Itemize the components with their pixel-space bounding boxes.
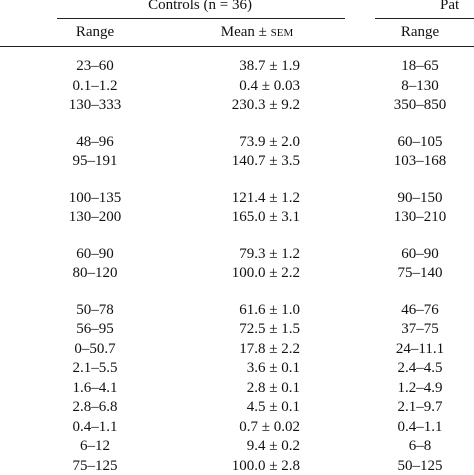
cell: 100.0 ± 2.8: [231, 457, 300, 474]
cell: 50–125: [397, 457, 443, 474]
cell: 72.5 ± 1.5: [239, 321, 300, 337]
cell: 2.1–9.7: [397, 399, 443, 415]
cell: 130–200: [68, 209, 122, 225]
cell: 0.4 ± 0.03: [239, 77, 300, 94]
cell: 1.6–4.1: [72, 379, 118, 396]
cell: 8–130: [401, 77, 439, 94]
cell: 350–850: [393, 97, 447, 113]
cell: 6–12: [80, 438, 110, 454]
cell: 0.7 ± 0.02: [239, 418, 300, 435]
cell: 9.4 ± 0.2: [246, 438, 300, 454]
cell: 90–150: [397, 189, 443, 206]
cell: 24–11.1: [395, 340, 445, 357]
cell: 75–125: [72, 457, 118, 474]
cell: 230.3 ± 9.2: [231, 97, 300, 113]
cell: 46–76: [401, 301, 439, 318]
cell: 79.3 ± 1.2: [239, 245, 300, 262]
cell: 0.4–1.1: [397, 418, 443, 435]
cell: 38.7 ± 1.9: [239, 58, 300, 74]
cell: 0.4–1.1: [72, 418, 118, 435]
cell: 23–60: [76, 58, 114, 74]
cell: 48–96: [76, 133, 114, 150]
cell: 130–210: [393, 209, 447, 225]
cell: 100.0 ± 2.2: [231, 265, 300, 281]
cell: 1.2–4.9: [397, 379, 443, 396]
group-label: Pat: [440, 0, 460, 13]
cell: 95–191: [72, 153, 118, 169]
column-header: Range: [75, 24, 115, 40]
cell: 80–120: [72, 265, 118, 281]
cell: 56–95: [76, 321, 114, 337]
cell: 2.1–5.5: [72, 360, 118, 376]
cell: 0.1–1.2: [72, 77, 118, 94]
cell: 2.8–6.8: [72, 399, 118, 415]
rule: [0, 46, 474, 47]
cell: 61.6 ± 1.0: [239, 301, 300, 318]
cell: 3.6 ± 0.1: [246, 360, 300, 376]
cell: 0–50.7: [74, 340, 116, 357]
cell: 130–333: [68, 97, 122, 113]
cell: 121.4 ± 1.2: [231, 189, 300, 206]
group-label: Controls (n = 36): [148, 0, 252, 13]
cell: 18–65: [401, 58, 439, 74]
cell: 100–135: [68, 189, 122, 206]
cell: 60–90: [76, 245, 114, 262]
cell: 75–140: [397, 265, 443, 281]
cell: 2.4–4.5: [397, 360, 443, 376]
cell: 4.5 ± 0.1: [246, 399, 300, 415]
rule: [375, 18, 474, 19]
cell: 2.8 ± 0.1: [246, 379, 300, 396]
cell: 60–90: [401, 245, 439, 262]
cell: 60–105: [397, 133, 443, 150]
cell: 165.0 ± 3.1: [231, 209, 300, 225]
rule: [57, 18, 345, 19]
column-header-unit: sem: [270, 24, 294, 40]
column-header: Mean ± sem: [221, 23, 294, 41]
cell: 140.7 ± 3.5: [231, 153, 300, 169]
cell: 73.9 ± 2.0: [239, 133, 300, 150]
cell: 17.8 ± 2.2: [239, 340, 300, 357]
cell: 37–75: [401, 321, 439, 337]
cell: 50–78: [76, 301, 114, 318]
column-header-text: Mean ±: [220, 24, 267, 40]
column-header: Range: [400, 24, 440, 40]
cell: 6–8: [408, 438, 432, 454]
cell: 103–168: [393, 153, 447, 169]
